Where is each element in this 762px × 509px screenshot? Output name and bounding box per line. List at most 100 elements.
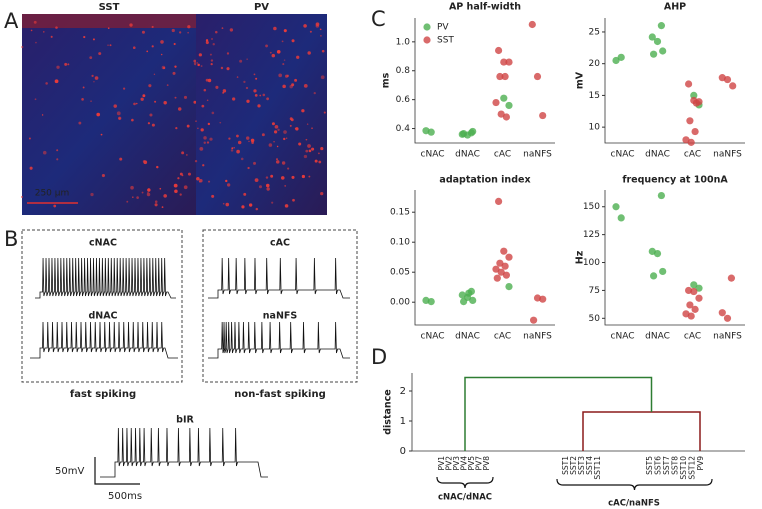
cell bbox=[240, 157, 244, 161]
cell bbox=[253, 161, 256, 165]
cell bbox=[151, 123, 155, 127]
cell bbox=[151, 45, 154, 48]
point bbox=[686, 117, 694, 125]
point bbox=[690, 91, 698, 100]
point bbox=[691, 305, 699, 313]
cell bbox=[318, 152, 320, 155]
cell bbox=[91, 74, 94, 78]
cell bbox=[230, 149, 234, 152]
cell bbox=[43, 31, 45, 33]
cell bbox=[210, 59, 214, 62]
cell bbox=[236, 149, 240, 154]
x-tick-label: cNAC bbox=[611, 332, 635, 342]
cell bbox=[129, 23, 133, 27]
cell bbox=[113, 104, 117, 108]
cell bbox=[265, 44, 268, 48]
y-axis-label: mV bbox=[575, 71, 586, 89]
point bbox=[492, 265, 500, 273]
group-box bbox=[202, 229, 358, 383]
group-box bbox=[21, 229, 183, 383]
point bbox=[465, 289, 473, 297]
point bbox=[500, 58, 508, 66]
cell bbox=[174, 96, 177, 99]
cell bbox=[307, 51, 311, 55]
voltage-trace bbox=[30, 321, 178, 359]
cell bbox=[35, 41, 37, 44]
cell bbox=[243, 80, 246, 84]
point bbox=[612, 203, 620, 211]
y-tick-label: 1 bbox=[400, 416, 406, 427]
axes bbox=[414, 190, 555, 326]
cell bbox=[275, 160, 280, 164]
cell bbox=[236, 134, 239, 138]
cell bbox=[196, 176, 200, 181]
cell bbox=[93, 81, 95, 83]
cell bbox=[20, 195, 24, 198]
point bbox=[691, 127, 699, 136]
leaf-label: SST7 bbox=[662, 456, 671, 475]
legend-marker bbox=[423, 36, 431, 44]
cell bbox=[187, 25, 191, 29]
voltage-trace bbox=[100, 427, 268, 478]
leaf-label: PV4 bbox=[460, 456, 469, 471]
cluster-label: cAC/naNFS bbox=[608, 499, 660, 509]
x-tick-label: dNAC bbox=[645, 150, 670, 160]
cell bbox=[241, 205, 245, 209]
cell bbox=[174, 189, 178, 193]
cell bbox=[41, 114, 44, 116]
cell bbox=[193, 59, 197, 63]
y-axis-label: distance bbox=[383, 389, 394, 435]
point bbox=[539, 295, 547, 303]
cell bbox=[320, 192, 324, 196]
point bbox=[617, 53, 625, 61]
pia-band bbox=[22, 14, 196, 28]
trace-label: cAC bbox=[270, 238, 290, 249]
cell bbox=[211, 111, 215, 115]
y-tick-label: 75 bbox=[589, 286, 600, 296]
cell bbox=[309, 30, 312, 33]
cell bbox=[237, 140, 242, 145]
cell bbox=[286, 74, 290, 78]
cell bbox=[147, 188, 151, 192]
cell bbox=[55, 26, 58, 29]
cell bbox=[246, 136, 250, 140]
point bbox=[659, 267, 667, 276]
cell bbox=[247, 166, 250, 170]
brace bbox=[556, 478, 713, 491]
cell bbox=[195, 120, 197, 122]
point bbox=[657, 22, 666, 30]
cell bbox=[197, 127, 199, 130]
cell bbox=[156, 165, 159, 169]
leaf-label: SST12 bbox=[688, 456, 697, 480]
cell bbox=[163, 100, 167, 105]
cell bbox=[141, 30, 145, 34]
cell bbox=[232, 97, 236, 101]
leaf-label: SST4 bbox=[585, 456, 594, 475]
micrograph bbox=[196, 14, 327, 215]
y-tick-label: 2 bbox=[400, 386, 406, 397]
y-tick-label: 10 bbox=[589, 123, 601, 133]
cell bbox=[308, 175, 311, 178]
point bbox=[496, 259, 504, 267]
cell bbox=[274, 124, 279, 129]
cell bbox=[308, 149, 312, 153]
x-tick-label: cAC bbox=[684, 150, 701, 160]
cell bbox=[160, 40, 164, 44]
cell bbox=[276, 145, 279, 148]
cell bbox=[196, 62, 198, 64]
cell bbox=[320, 75, 325, 80]
point bbox=[659, 47, 667, 55]
cell bbox=[34, 98, 37, 101]
cell bbox=[210, 62, 213, 66]
point bbox=[692, 99, 701, 107]
cell bbox=[30, 29, 33, 32]
cell bbox=[266, 187, 270, 191]
trace-label: dNAC bbox=[88, 311, 117, 322]
x-tick-label: naNFS bbox=[523, 332, 552, 342]
cell bbox=[270, 174, 274, 178]
cell bbox=[320, 34, 322, 37]
point bbox=[500, 247, 508, 255]
cell bbox=[221, 27, 224, 30]
y-tick-label: 150 bbox=[583, 202, 600, 212]
cell bbox=[321, 49, 325, 53]
